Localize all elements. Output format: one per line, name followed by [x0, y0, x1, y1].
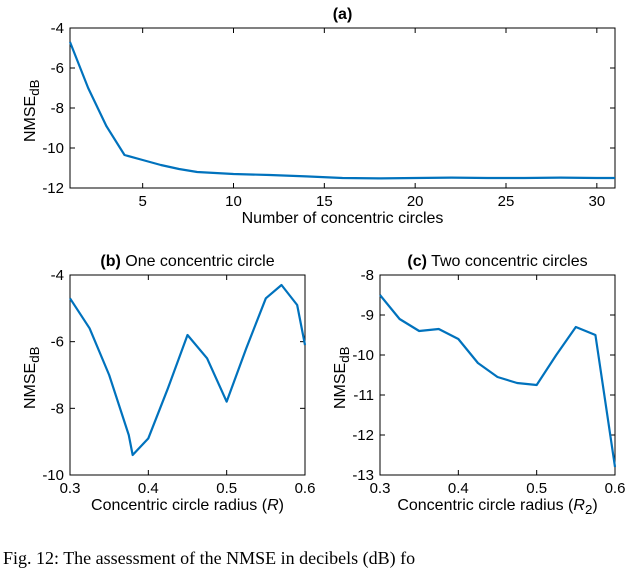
data-line	[380, 295, 615, 467]
y-axis-label: NMSEdB	[332, 346, 352, 409]
svg-text:0.6: 0.6	[605, 480, 626, 497]
svg-text:0.4: 0.4	[448, 480, 469, 497]
figure-root: (a)NMSEdBNumber of concentric circles510…	[0, 0, 640, 575]
svg-text:-10: -10	[352, 347, 374, 364]
svg-text:0.5: 0.5	[526, 480, 547, 497]
panel-title: (c) Two concentric circles	[380, 253, 615, 271]
panel-c: (c) Two concentric circles NMSEdB Concentr…	[0, 0, 640, 575]
plot-area: 0.30.40.50.6-13-12-11-10-9-8	[380, 275, 615, 475]
svg-text:-9: -9	[361, 307, 374, 324]
svg-text:-11: -11	[353, 387, 374, 404]
svg-text:-13: -13	[352, 467, 374, 484]
x-axis-label: Concentric circle radius (R2)	[380, 497, 615, 517]
svg-text:-12: -12	[352, 427, 374, 444]
caption-fragment: Fig. 12: The assessment of the NMSE in d…	[3, 548, 415, 569]
svg-text:-8: -8	[361, 267, 374, 284]
